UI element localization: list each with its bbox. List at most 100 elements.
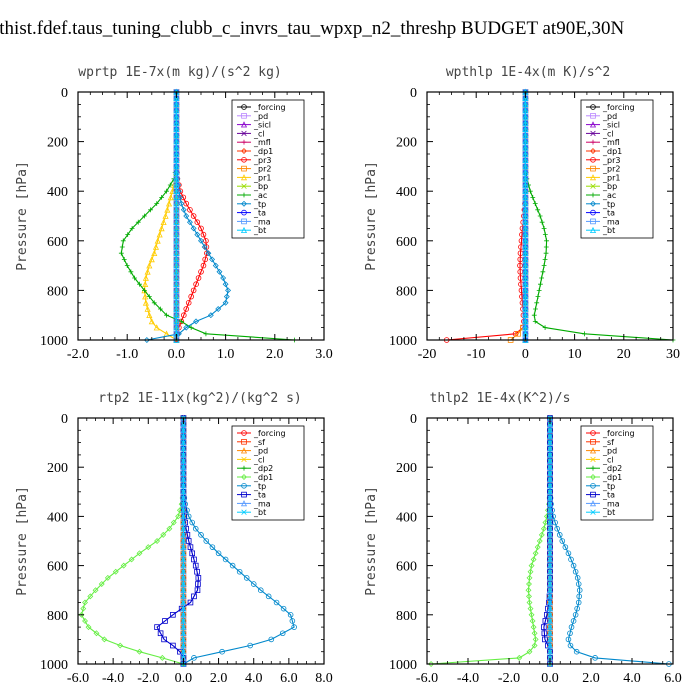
legend-label: _pd — [602, 112, 617, 121]
legend-entry: _dp2 — [237, 464, 273, 473]
legend-label: _ac — [602, 191, 616, 200]
y-tick-label: 400 — [47, 185, 68, 200]
x-tick-label: 0 — [522, 347, 529, 362]
series-bt — [173, 88, 180, 343]
x-tick-label: 20 — [617, 347, 631, 362]
legend: _forcing_sf_pd_cl_dp2_dp1_tp_ta_ma_bt — [580, 425, 654, 521]
x-tick-label: 6.0 — [280, 671, 298, 686]
legend-entry: _ta — [586, 209, 615, 218]
legend-entry: _sf — [586, 438, 614, 447]
legend-entry: _forcing — [237, 103, 286, 112]
legend-entry: _ta — [237, 209, 266, 218]
legend-label: _cl — [253, 129, 265, 138]
y-axis-label: Pressure [hPa] — [15, 486, 30, 596]
legend-entry: _ma — [237, 217, 271, 226]
legend-entry: _sicl — [237, 121, 271, 130]
legend-entry: _bt — [586, 508, 615, 517]
legend-entry: _tp — [586, 482, 615, 491]
legend-label: _sf — [602, 438, 614, 447]
legend-entry: _ac — [237, 191, 267, 200]
y-tick-label: 0 — [410, 412, 417, 427]
x-tick-label: 2.0 — [266, 347, 284, 362]
legend-label: _pr2 — [253, 165, 271, 174]
legend-entry: _ac — [586, 191, 616, 200]
legend-label: _bt — [253, 508, 266, 517]
y-tick-label: 400 — [396, 185, 417, 200]
x-tick-label: 8.0 — [315, 671, 333, 686]
legend-label: _ta — [253, 209, 266, 218]
legend-label: _tp — [253, 200, 266, 209]
x-tick-label: 3.0 — [315, 347, 333, 362]
legend-entry: _ma — [237, 499, 271, 508]
legend-label: _dp1 — [253, 473, 273, 482]
legend-label: _ma — [253, 499, 271, 508]
legend-entry: _dp1 — [586, 147, 622, 156]
legend-label: _ta — [602, 491, 615, 500]
legend-entry: _dp1 — [237, 473, 273, 482]
legend-entry: _forcing — [237, 429, 286, 438]
y-tick-label: 400 — [396, 510, 417, 525]
y-axis-label: Pressure [hPa] — [15, 161, 30, 271]
legend-entry: _tp — [237, 200, 266, 209]
legend: _forcing_sf_pd_cl_dp2_dp1_tp_ta_ma_bt — [231, 425, 305, 521]
legend-label: _pr1 — [602, 173, 620, 182]
x-tick-label: 1.0 — [217, 347, 235, 362]
x-tick-label: -2.0 — [67, 347, 89, 362]
legend-label: _ma — [253, 217, 271, 226]
legend-label: _pd — [253, 447, 268, 456]
legend-label: _pr3 — [253, 156, 271, 165]
legend-label: _dp1 — [602, 147, 622, 156]
x-tick-label: 0.0 — [168, 347, 186, 362]
legend-label: _dp1 — [602, 473, 622, 482]
x-tick-label: 6.0 — [664, 671, 682, 686]
x-tick-label: -20 — [418, 347, 437, 362]
legend-label: _bp — [253, 182, 268, 191]
legend-label: _pr3 — [602, 156, 620, 165]
legend-entry: _mfl — [237, 138, 271, 147]
x-tick-label: -2.0 — [137, 671, 159, 686]
legend-entry: _dp1 — [586, 473, 622, 482]
y-tick-label: 1000 — [389, 334, 417, 349]
legend-entry: _bt — [586, 226, 615, 235]
y-tick-label: 600 — [396, 560, 417, 575]
y-tick-label: 200 — [396, 461, 417, 476]
x-tick-label: -4.0 — [102, 671, 124, 686]
legend-label: _bp — [602, 182, 617, 191]
legend-label: _ma — [602, 499, 620, 508]
y-tick-label: 600 — [47, 560, 68, 575]
legend: _forcing_pd_sicl_cl_mfl_dp1_pr3_pr2_pr1_… — [580, 99, 654, 239]
legend-entry: _pr2 — [237, 165, 271, 174]
legend-entry: _bp — [237, 182, 268, 191]
y-tick-label: 0 — [61, 86, 68, 101]
legend-entry: _ma — [586, 499, 620, 508]
legend-label: _ac — [253, 191, 267, 200]
y-tick-label: 600 — [47, 235, 68, 250]
legend-entry: _ma — [586, 217, 620, 226]
legend-label: _tp — [602, 482, 615, 491]
legend-entry: _dp2 — [586, 464, 622, 473]
legend-label: _dp2 — [253, 464, 273, 473]
series-ta — [154, 415, 202, 667]
legend-entry: _bt — [237, 226, 266, 235]
y-tick-label: 800 — [47, 609, 68, 624]
legend-label: _forcing — [602, 429, 635, 438]
x-tick-label: 10 — [568, 347, 582, 362]
series-dp1 — [428, 415, 553, 667]
legend-entry: _sicl — [586, 121, 620, 130]
legend-label: _mfl — [602, 138, 620, 147]
panel-title: wpthlp 1E-4x(m K)/s^2 — [446, 65, 610, 80]
series-group — [443, 88, 676, 343]
y-tick-label: 800 — [396, 284, 417, 299]
x-tick-label: -2.0 — [498, 671, 520, 686]
legend-entry: _pd — [586, 447, 617, 456]
legend-entry: _forcing — [586, 429, 635, 438]
legend-label: _bt — [602, 508, 615, 517]
x-tick-label: 4.0 — [245, 671, 263, 686]
x-tick-label: 2.0 — [210, 671, 228, 686]
series-bt — [180, 415, 187, 667]
chart-panel-4: thlp2 1E-4x(K^2)/s Pressure [hPa] -6.0 -4.0… — [364, 391, 682, 686]
legend-label: _pr2 — [602, 165, 620, 174]
legend-label: _mfl — [253, 138, 271, 147]
legend-label: _sicl — [602, 121, 620, 130]
